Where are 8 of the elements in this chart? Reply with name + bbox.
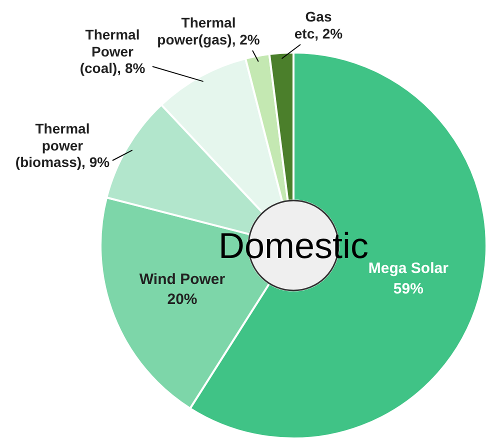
slice-label: Thermal Power (coal), 8% [80,26,146,76]
data-label: 59% [393,280,424,298]
data-label: 20% [167,291,198,308]
slice-label: Gas etc, 2% [294,8,344,42]
slice-label: Mega Solar [368,260,449,278]
slice-label: Wind Power [139,270,226,288]
slice-label: Thermal power (biomass), 9% [15,120,110,170]
slice-label: Thermal power(gas), 2% [157,14,260,48]
